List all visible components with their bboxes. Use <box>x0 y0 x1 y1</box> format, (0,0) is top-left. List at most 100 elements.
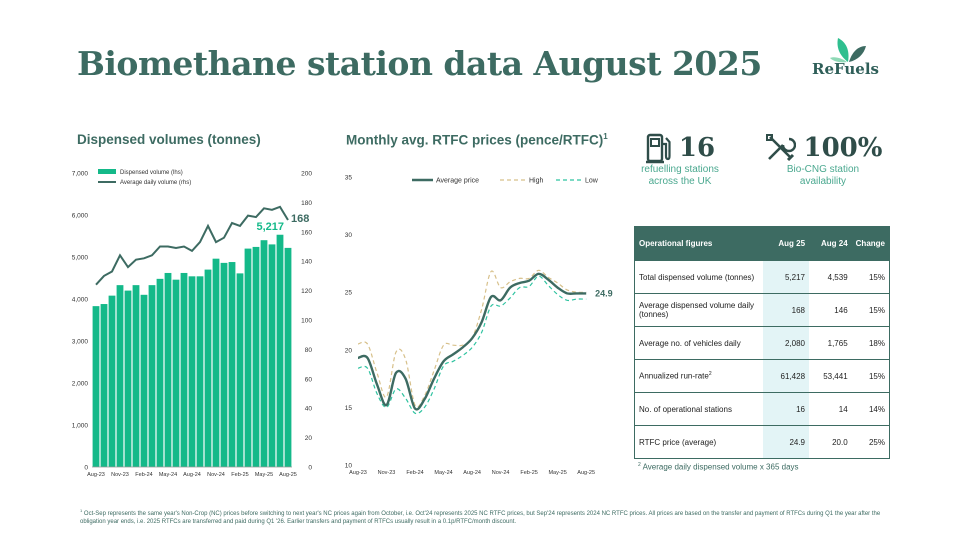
bar <box>220 262 228 467</box>
bar <box>244 248 252 467</box>
y-right-tick-label: 200 <box>301 171 312 178</box>
row-aug25: 24.9 <box>762 425 810 459</box>
avg-daily-volume-line <box>95 205 289 286</box>
footnote: 1 Oct-Sep represents the same year's Non… <box>80 508 881 525</box>
table-row: Total dispensed volume (tonnes) 5,217 4,… <box>634 260 890 294</box>
x-tick-label: Aug-24 <box>463 470 481 476</box>
bar <box>148 285 156 467</box>
x-tick-label: Aug-25 <box>279 472 297 478</box>
y-left-tick-label: 2,000 <box>72 381 89 388</box>
x-tick-label: May-24 <box>159 472 177 478</box>
page-title: Biomethane station data August 2025 <box>77 44 762 83</box>
bar-data-label: 5,217 <box>256 221 284 233</box>
bar <box>124 290 132 467</box>
table-row: Average no. of vehicles daily 2,080 1,76… <box>634 326 890 360</box>
bar <box>212 258 220 467</box>
bar <box>228 262 236 467</box>
row-change: 15% <box>851 293 890 327</box>
row-aug24: 20.0 <box>809 425 852 459</box>
header-change: Change <box>851 226 890 261</box>
bar <box>284 247 292 467</box>
bar <box>188 276 196 467</box>
dispensed-volumes-title: Dispensed volumes (tonnes) <box>77 132 261 147</box>
bar <box>132 285 140 467</box>
y-tick-label: 35 <box>345 175 353 182</box>
row-change: 25% <box>851 425 890 459</box>
tools-icon <box>765 134 796 162</box>
x-tick-label: May-25 <box>548 470 566 476</box>
x-tick-label: Aug-24 <box>183 472 201 478</box>
y-right-tick-label: 0 <box>308 465 312 472</box>
x-tick-label: Nov-23 <box>378 470 396 476</box>
x-tick-label: Aug-23 <box>87 472 105 478</box>
bar <box>164 272 172 467</box>
row-aug25: 5,217 <box>762 260 810 294</box>
logo-text: ReFuels <box>812 60 879 78</box>
y-right-tick-label: 20 <box>305 435 313 442</box>
row-aug25: 16 <box>762 392 810 426</box>
row-aug24: 53,441 <box>809 359 852 393</box>
bar <box>252 246 260 467</box>
y-right-tick-label: 160 <box>301 229 312 236</box>
x-tick-label: Aug-25 <box>577 470 595 476</box>
y-right-tick-label: 100 <box>301 318 312 325</box>
y-right-tick-label: 140 <box>301 259 312 266</box>
legend-high-label: High <box>529 178 544 185</box>
row-change: 18% <box>851 326 890 360</box>
y-tick-label: 20 <box>345 347 353 354</box>
dispensed-volumes-chart: 0 1,000 2,000 3,000 4,000 5,000 6,000 7,000 0 20 4… <box>72 169 313 478</box>
header-aug25: Aug 25 <box>762 226 810 261</box>
row-label: Annualized run-rate2 <box>634 359 763 393</box>
row-label: No. of operational stations <box>634 392 763 426</box>
x-tick-label: Aug-23 <box>349 470 367 476</box>
row-aug25: 2,080 <box>762 326 810 360</box>
row-aug25: 61,428 <box>762 359 810 393</box>
row-aug24: 146 <box>809 293 852 327</box>
legend-bar-swatch <box>98 169 116 174</box>
header-aug24: Aug 24 <box>809 226 852 261</box>
table-row: RTFC price (average) 24.9 20.0 25% <box>634 425 890 459</box>
x-tick-label: May-24 <box>434 470 452 476</box>
price-data-label: 24.9 <box>595 288 613 298</box>
bar <box>204 269 212 467</box>
fuel-pump-icon <box>645 133 671 164</box>
table-row: Annualized run-rate2 61,428 53,441 15% <box>634 359 890 393</box>
row-change: 14% <box>851 392 890 426</box>
kpi-availability-label: Bio-CNG station availability <box>786 164 860 187</box>
y-right-tick-label: 60 <box>305 376 313 383</box>
bar <box>140 294 148 467</box>
y-right-tick-label: 80 <box>305 347 313 354</box>
x-tick-label: Feb-24 <box>135 472 152 478</box>
y-right-tick-label: 120 <box>301 288 312 295</box>
y-right-tick-label: 40 <box>305 406 313 413</box>
kpi-availability: 100% Bio-CNG station availability <box>758 132 888 188</box>
row-label: RTFC price (average) <box>634 425 763 459</box>
y-left-tick-label: 6,000 <box>72 213 89 220</box>
bar <box>276 234 284 467</box>
refuels-logo: ReFuels <box>808 36 908 86</box>
row-change: 15% <box>851 359 890 393</box>
low-price-line <box>357 275 587 415</box>
bar <box>236 273 244 467</box>
header-operational-figures: Operational figures <box>634 226 763 261</box>
y-tick-label: 10 <box>345 463 353 470</box>
operational-figures-table: Operational figures Aug 25 Aug 24 Change… <box>634 226 890 459</box>
row-aug24: 1,765 <box>809 326 852 360</box>
average-price-line <box>357 272 587 411</box>
row-label: Total dispensed volume (tonnes) <box>634 260 763 294</box>
y-tick-label: 30 <box>345 232 353 239</box>
y-left-tick-label: 3,000 <box>72 339 89 346</box>
legend-average-label: Average price <box>436 178 479 185</box>
legend-bar-label: Dispensed volume (lhs) <box>120 170 183 176</box>
rtfc-price-chart: 10 15 20 25 30 35 Aug-23 Nov-23 Feb-24 May-24 Aug-… <box>345 175 613 477</box>
y-left-tick-label: 7,000 <box>72 171 89 178</box>
table-header-row: Operational figures Aug 25 Aug 24 Change <box>634 226 890 261</box>
x-tick-label: Feb-24 <box>406 470 423 476</box>
kpi-availability-value: 100% <box>803 133 883 163</box>
y-left-tick-label: 1,000 <box>72 423 89 430</box>
x-tick-label: Feb-25 <box>520 470 537 476</box>
bar <box>156 278 164 467</box>
row-aug25: 168 <box>762 293 810 327</box>
kpi-stations: 16 refuelling stations across the UK <box>630 132 730 188</box>
bar <box>108 295 116 467</box>
